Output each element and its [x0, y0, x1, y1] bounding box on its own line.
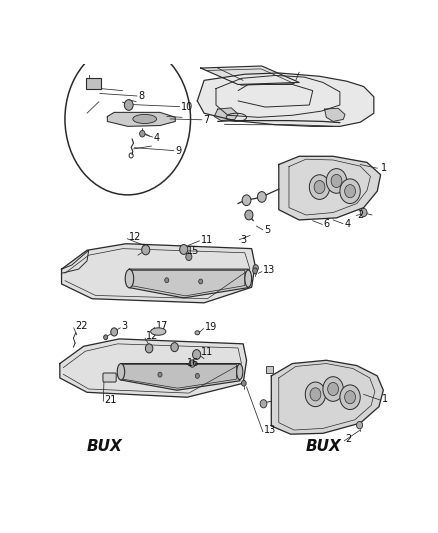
Circle shape — [331, 174, 342, 188]
Text: 19: 19 — [205, 322, 217, 333]
Circle shape — [345, 391, 356, 404]
Polygon shape — [107, 112, 175, 126]
Circle shape — [345, 184, 356, 198]
Ellipse shape — [237, 364, 243, 379]
Text: 8: 8 — [138, 91, 144, 101]
Text: 12: 12 — [129, 232, 141, 242]
Ellipse shape — [117, 364, 125, 380]
Circle shape — [171, 343, 178, 352]
Text: 3: 3 — [241, 235, 247, 245]
Text: 4: 4 — [344, 219, 350, 229]
Polygon shape — [201, 66, 299, 84]
Polygon shape — [121, 364, 240, 390]
Text: BUX: BUX — [87, 439, 123, 454]
Text: BUX: BUX — [306, 439, 342, 454]
Polygon shape — [271, 360, 383, 434]
Text: 9: 9 — [175, 147, 181, 156]
Circle shape — [111, 328, 117, 336]
Circle shape — [340, 385, 360, 409]
Text: 2: 2 — [357, 211, 364, 221]
Text: 1: 1 — [381, 394, 388, 404]
Circle shape — [260, 400, 267, 408]
Text: 13: 13 — [264, 425, 276, 435]
Circle shape — [199, 279, 203, 284]
Polygon shape — [214, 108, 238, 120]
Ellipse shape — [151, 328, 166, 335]
Circle shape — [141, 245, 150, 255]
Text: 6: 6 — [324, 220, 330, 229]
Circle shape — [328, 383, 339, 395]
Circle shape — [180, 245, 188, 254]
Ellipse shape — [195, 330, 200, 335]
Circle shape — [145, 344, 153, 353]
Circle shape — [326, 168, 346, 193]
Text: 13: 13 — [263, 265, 276, 276]
Text: 16: 16 — [187, 358, 199, 368]
Text: 3: 3 — [122, 321, 128, 331]
Text: 10: 10 — [181, 102, 193, 111]
Ellipse shape — [245, 270, 251, 287]
Circle shape — [357, 422, 363, 429]
Circle shape — [314, 181, 325, 193]
FancyBboxPatch shape — [266, 366, 273, 373]
Polygon shape — [197, 73, 374, 126]
Text: 4: 4 — [154, 133, 160, 143]
Circle shape — [310, 388, 321, 401]
Circle shape — [242, 195, 251, 206]
Circle shape — [195, 374, 199, 378]
Text: 2: 2 — [346, 434, 352, 445]
Circle shape — [323, 377, 343, 401]
Circle shape — [253, 265, 258, 271]
Polygon shape — [60, 339, 247, 397]
FancyBboxPatch shape — [103, 373, 116, 382]
Circle shape — [65, 43, 191, 195]
Circle shape — [165, 278, 169, 282]
Text: 5: 5 — [264, 225, 270, 235]
FancyBboxPatch shape — [86, 77, 101, 90]
Ellipse shape — [125, 269, 134, 288]
Text: 11: 11 — [201, 235, 213, 245]
Text: 21: 21 — [105, 395, 117, 405]
Ellipse shape — [133, 115, 157, 124]
Circle shape — [340, 179, 360, 204]
Circle shape — [158, 372, 162, 377]
Circle shape — [253, 268, 258, 273]
Circle shape — [189, 360, 195, 367]
Circle shape — [193, 350, 201, 359]
Circle shape — [258, 191, 266, 202]
Circle shape — [186, 253, 192, 261]
Polygon shape — [279, 156, 381, 220]
Text: 7: 7 — [203, 115, 209, 125]
Polygon shape — [325, 108, 345, 122]
Text: 1: 1 — [381, 163, 388, 173]
Circle shape — [245, 210, 253, 220]
Circle shape — [124, 100, 133, 110]
Circle shape — [241, 381, 246, 386]
Polygon shape — [130, 269, 248, 298]
Polygon shape — [61, 244, 255, 303]
Circle shape — [140, 131, 145, 137]
Text: 12: 12 — [146, 332, 159, 342]
Circle shape — [104, 335, 108, 340]
Text: 22: 22 — [75, 321, 88, 331]
Text: 11: 11 — [201, 346, 214, 357]
Text: 17: 17 — [155, 321, 168, 331]
Text: 15: 15 — [187, 246, 199, 256]
Circle shape — [360, 208, 367, 216]
Circle shape — [305, 382, 325, 407]
Circle shape — [309, 175, 330, 199]
